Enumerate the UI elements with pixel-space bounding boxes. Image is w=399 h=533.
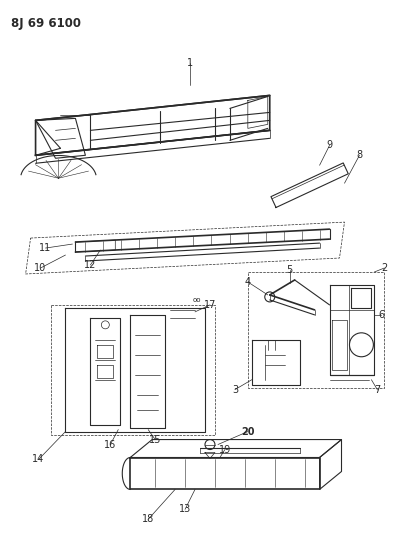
- Text: 17: 17: [204, 300, 216, 310]
- Text: 5: 5: [286, 265, 293, 275]
- Text: 12: 12: [84, 260, 97, 270]
- Text: 15: 15: [149, 434, 161, 445]
- Text: 7: 7: [374, 385, 381, 394]
- Text: 20: 20: [241, 426, 255, 437]
- Text: 11: 11: [40, 243, 51, 253]
- Text: 19: 19: [219, 445, 231, 455]
- Text: 8J 69 6100: 8J 69 6100: [11, 17, 81, 30]
- Text: 3: 3: [232, 385, 238, 394]
- Text: 18: 18: [142, 514, 154, 524]
- Text: 8: 8: [356, 150, 363, 160]
- Text: 1: 1: [187, 58, 193, 68]
- Text: oo: oo: [193, 297, 201, 303]
- Text: 13: 13: [179, 504, 191, 514]
- Text: 16: 16: [104, 440, 117, 449]
- Text: 14: 14: [32, 455, 45, 464]
- Text: 10: 10: [34, 263, 47, 273]
- Text: 6: 6: [378, 310, 384, 320]
- Text: 4: 4: [245, 277, 251, 287]
- Text: 2: 2: [381, 263, 387, 273]
- Text: 9: 9: [326, 140, 333, 150]
